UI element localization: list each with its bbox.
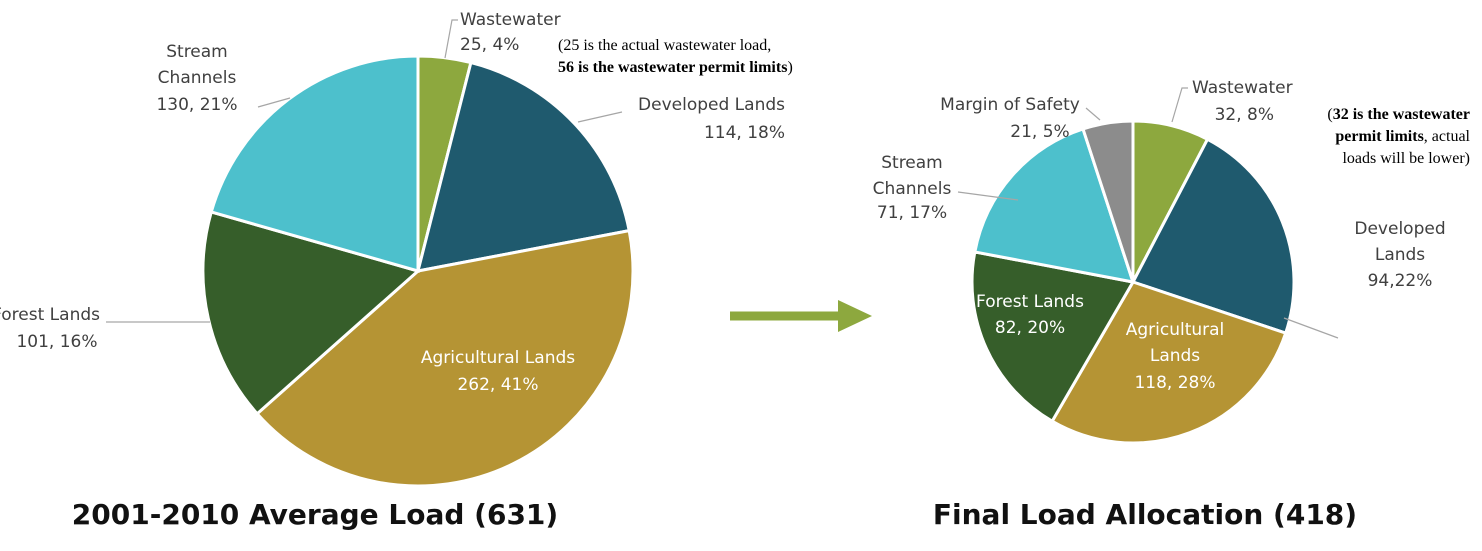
value-label: 118, 28% (1134, 373, 1215, 393)
annotation: 56 is the wastewater permit limits) (558, 59, 793, 76)
annotation: permit limits, actual (1335, 128, 1470, 145)
annotation-run: 32 is the wastewater (1333, 106, 1470, 123)
value-label: 82, 20% (995, 318, 1065, 338)
chart-title: 2001-2010 Average Load (631) (72, 498, 558, 531)
pie-slice (415, 60, 631, 273)
value-label: 130, 21% (156, 95, 237, 115)
slice-label: Developed Lands (1354, 219, 1445, 265)
value-label: 21, 5% (1010, 122, 1069, 142)
annotation: (25 is the actual wastewater load, (558, 37, 771, 54)
slice-label: Forest Lands (976, 292, 1084, 312)
annotation-run: ) (787, 59, 792, 76)
leader-line (1171, 87, 1188, 123)
annotation-run: ( (1327, 106, 1332, 123)
value-label: 262, 41% (457, 375, 538, 395)
annotation-run: (25 is the actual wastewater load, (558, 37, 771, 54)
annotation-run: 56 is the wastewater permit limits (558, 59, 787, 76)
slice-label: Stream Channels (158, 42, 237, 88)
slice-label: Forest Lands (0, 305, 100, 325)
annotation-run: , actual (1424, 128, 1471, 145)
slice-label: Stream Channels (873, 153, 952, 199)
pie-slice (973, 127, 1136, 284)
arrow-head (838, 300, 872, 332)
annotation: loads will be lower) (1342, 150, 1470, 167)
value-label: 101, 16% (16, 332, 97, 352)
slice-label: Margin of Safety (940, 95, 1080, 115)
value-label: 32, 8% (1215, 105, 1274, 125)
slice-label: Agricultural Lands (1126, 320, 1225, 366)
value-label: 71, 17% (877, 203, 947, 223)
leader-line (957, 191, 1019, 201)
chart-title: Final Load Allocation (418) (933, 498, 1357, 531)
pie-slice (1130, 137, 1296, 336)
slice-label: Wastewater (460, 10, 561, 30)
annotation: (32 is the wastewater (1327, 106, 1470, 123)
leader-line (1283, 317, 1339, 339)
slice-label: Wastewater (1192, 78, 1293, 98)
pie-slice (1081, 119, 1135, 283)
slice-label: Agricultural Lands (421, 348, 575, 368)
value-label: 94,22% (1368, 271, 1433, 291)
pie-slice (209, 54, 420, 273)
pie-slice (255, 228, 635, 488)
annotation-run: permit limits (1335, 128, 1423, 145)
annotation-run: loads will be lower) (1342, 150, 1470, 167)
pie-slice (201, 210, 422, 416)
leader-line (257, 97, 291, 108)
slice-label: Developed Lands (638, 95, 785, 115)
value-label: 25, 4% (460, 35, 519, 55)
pie-slice (970, 250, 1136, 424)
value-label: 114, 18% (704, 123, 785, 143)
leader-line (444, 19, 458, 59)
leader-line (577, 111, 623, 123)
leader-line (1085, 107, 1101, 121)
